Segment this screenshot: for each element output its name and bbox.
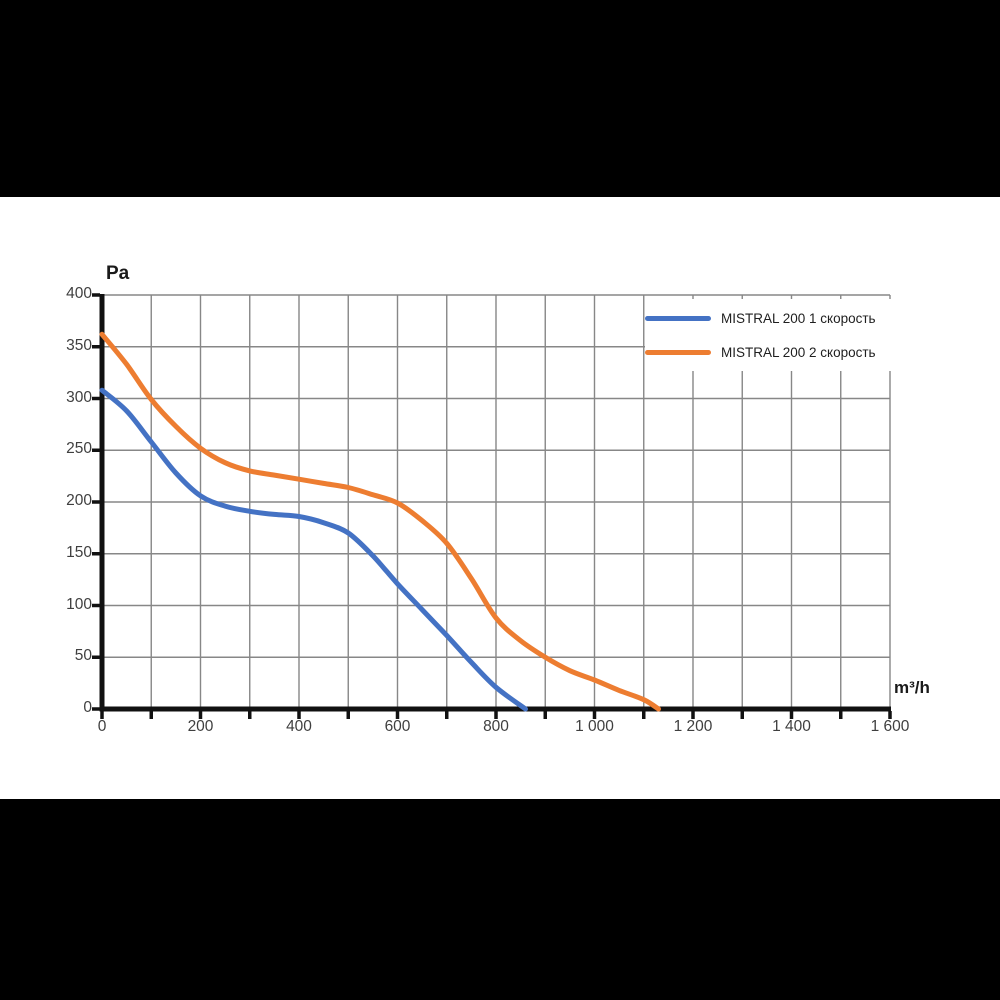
y-axis-unit-label: Pa [106, 263, 130, 284]
fan-performance-chart: Pa m³/h 0 200 400 600 800 1 000 1 200 1 400 1 60… [0, 197, 1000, 799]
legend-label-speed-1: MISTRAL 200 1 скорость [721, 310, 876, 326]
x-tick-label: 400 [286, 718, 312, 735]
y-tick-label: 100 [66, 595, 92, 613]
bottom-letterbox-bar [0, 799, 1000, 1000]
x-tick-label: 1 000 [575, 718, 614, 735]
x-tick-label: 1 400 [772, 718, 811, 735]
legend: MISTRAL 200 1 скорость MISTRAL 200 2 ско… [645, 299, 893, 371]
top-letterbox-bar [0, 0, 1000, 197]
y-tick-label: 300 [66, 388, 92, 406]
x-tick-label: 1 600 [870, 718, 910, 735]
legend-item-speed-1: MISTRAL 200 1 скорость [645, 311, 893, 326]
x-tick-label: 800 [483, 718, 509, 735]
y-tick-label: 350 [66, 336, 92, 354]
curve-series-1 [99, 387, 528, 712]
x-tick-label: 1 200 [673, 718, 713, 735]
x-axis-unit-label: m³/h [894, 678, 930, 697]
curve-series-2 [99, 331, 661, 712]
legend-line-swatch-speed-1 [645, 315, 711, 321]
y-tick-label: 250 [66, 440, 92, 458]
legend-line-swatch-speed-2 [645, 349, 711, 355]
legend-item-speed-2: MISTRAL 200 2 скорость [645, 345, 893, 360]
y-tick-label: 150 [66, 543, 92, 561]
y-tick-label: 0 [83, 699, 92, 716]
y-tick-label: 50 [74, 647, 92, 665]
legend-label-speed-2: MISTRAL 200 2 скорость [721, 344, 876, 360]
x-tick-label: 0 [97, 718, 107, 735]
x-tick-label: 600 [384, 718, 411, 735]
y-tick-label: 400 [66, 285, 92, 302]
y-tick-label: 200 [66, 492, 92, 509]
x-tick-label: 200 [187, 718, 214, 735]
